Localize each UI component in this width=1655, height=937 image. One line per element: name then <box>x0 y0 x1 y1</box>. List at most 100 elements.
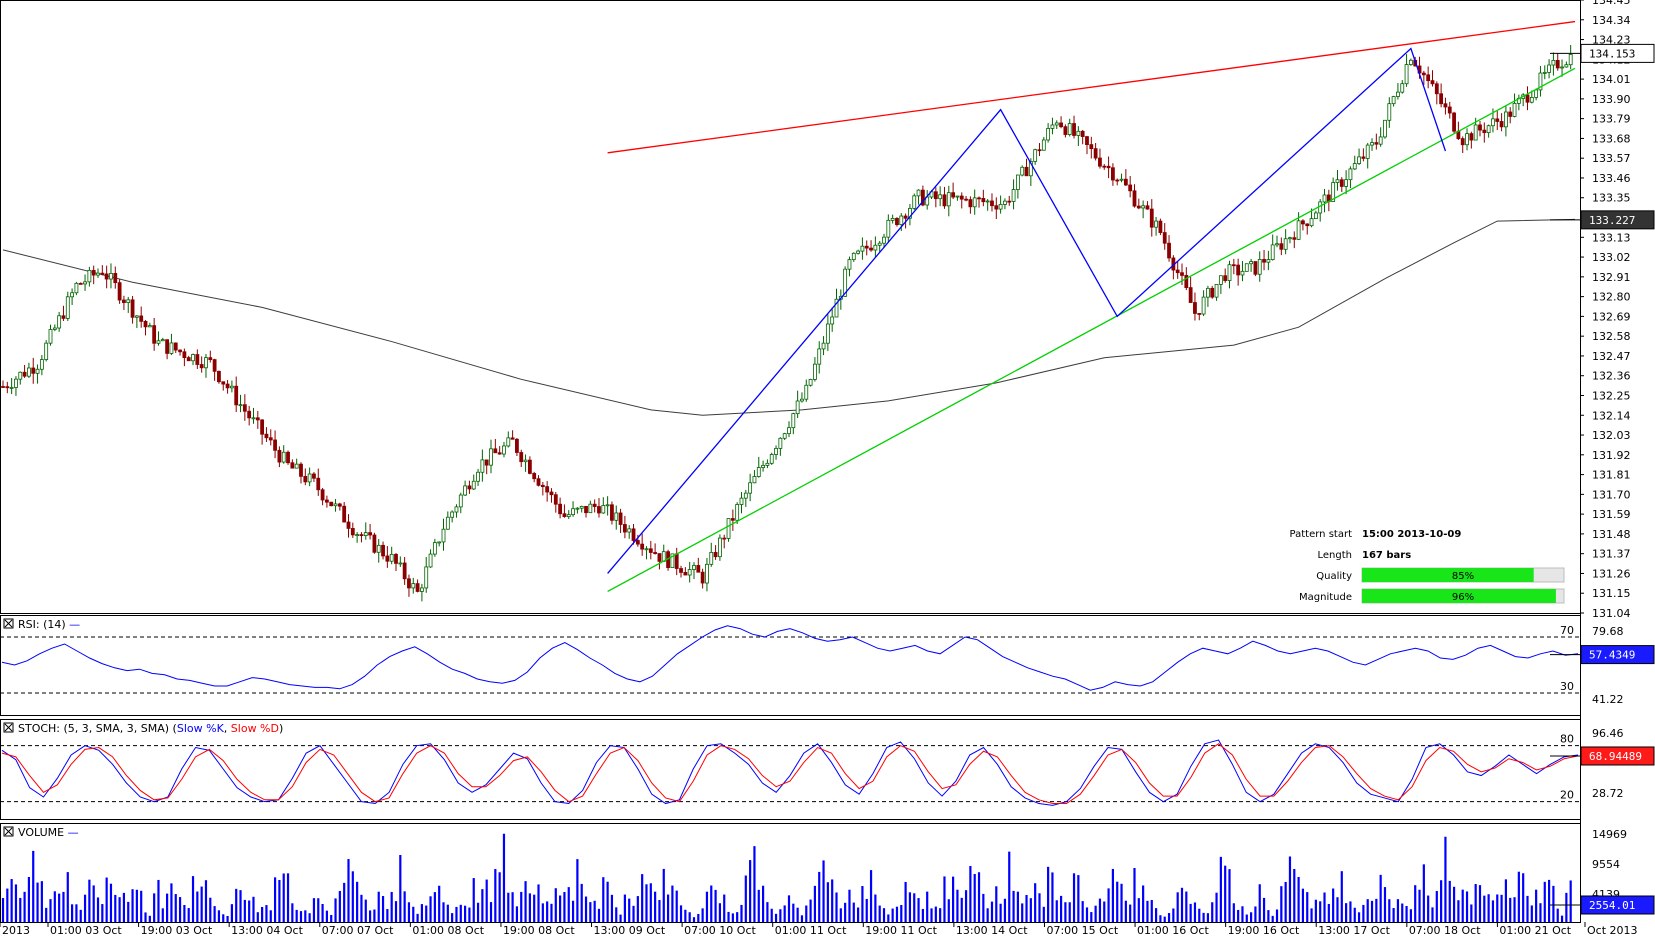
candle <box>273 430 277 459</box>
candle-body <box>484 459 489 466</box>
candle <box>1452 111 1456 134</box>
candle <box>1145 201 1150 210</box>
panel-title-part: STOCH: (5, 3, SMA, 3, SMA) ( <box>18 722 177 735</box>
candle-body <box>700 571 705 584</box>
candle-body <box>1434 83 1439 95</box>
time-tick-label: 19:00 03 Oct <box>141 924 213 937</box>
time-tick-label: 07:00 15 Oct <box>1046 924 1118 937</box>
candle-body <box>389 553 394 562</box>
candle-body <box>657 553 662 562</box>
rsi-value-badge-text: 57.4349 <box>1589 649 1635 662</box>
candle <box>679 565 683 578</box>
candle <box>1344 170 1349 195</box>
price-tick-label: 131.26 <box>1592 567 1631 580</box>
candle <box>251 407 256 424</box>
pattern-info-box: Pattern start 15:00 2013-10-09 Length 16… <box>1290 529 1565 604</box>
candle <box>683 567 688 576</box>
candle-body <box>1508 111 1513 117</box>
candle-body <box>545 486 550 493</box>
candle-body <box>674 553 679 569</box>
candle-body <box>337 503 342 507</box>
time-tick-label: 01:00 16 Oct <box>1137 924 1209 937</box>
time-tick-label: 13:00 04 Oct <box>231 924 303 937</box>
candle <box>212 358 217 381</box>
candle-body <box>1015 174 1020 190</box>
candle <box>445 511 450 530</box>
candle <box>1542 65 1547 80</box>
candle <box>959 192 964 209</box>
price-tick-label: 134.01 <box>1592 73 1631 86</box>
candle <box>523 454 528 472</box>
candle <box>705 558 709 592</box>
candle-body <box>592 503 597 507</box>
candle <box>851 252 856 262</box>
candle-body <box>415 583 420 592</box>
candle-body <box>536 478 541 486</box>
candle <box>221 381 226 391</box>
candle-body <box>264 433 269 439</box>
candle-body <box>653 552 658 554</box>
candle-body <box>130 299 135 318</box>
candle-body <box>368 532 372 536</box>
candle <box>718 534 722 561</box>
price-tick-label: 134.34 <box>1592 14 1631 27</box>
candle <box>27 362 31 379</box>
candle <box>877 241 882 252</box>
price-tick-label: 132.58 <box>1592 330 1631 343</box>
candle-body <box>1305 223 1310 227</box>
candle-body <box>169 342 174 354</box>
candle <box>1257 251 1262 282</box>
candle <box>199 356 204 373</box>
stochastic-panel: 80 20 STOCH: (5, 3, SMA, 3, SMA) (Slow %K,… <box>0 722 1655 806</box>
candle-body <box>1318 201 1323 214</box>
candle <box>299 462 303 484</box>
candle-body <box>1547 64 1551 73</box>
candle <box>147 322 152 328</box>
candle <box>951 182 956 200</box>
pattern-zigzag-line <box>607 47 1447 574</box>
candle <box>152 317 157 351</box>
candle-body <box>376 544 381 553</box>
candle-body <box>424 566 429 589</box>
candle <box>1240 261 1245 282</box>
candle <box>1270 234 1275 261</box>
candle-body <box>575 507 580 510</box>
candle-body <box>268 437 273 441</box>
rsi-line <box>1 625 1579 691</box>
candle-body <box>726 518 731 539</box>
candle-body <box>631 528 636 541</box>
candle-body <box>1020 166 1025 176</box>
candle-body <box>1054 122 1059 126</box>
candle <box>1111 163 1115 186</box>
candle-body <box>402 562 407 580</box>
candle <box>1197 313 1202 321</box>
candle <box>791 412 796 435</box>
pattern-lines <box>607 20 1576 592</box>
candle-body <box>795 400 800 415</box>
candle <box>1275 235 1279 248</box>
candle <box>1076 126 1081 147</box>
candle <box>653 543 658 555</box>
candle-body <box>1322 194 1327 203</box>
candle-body <box>920 189 925 206</box>
candle <box>722 534 727 549</box>
candle <box>329 501 334 507</box>
candle-body <box>420 587 424 592</box>
candle-body <box>178 349 182 353</box>
candle <box>769 452 774 465</box>
candle <box>1564 61 1569 68</box>
candle-body <box>1007 200 1012 203</box>
candle-body <box>1102 165 1107 168</box>
candle <box>735 502 740 524</box>
candle <box>286 450 290 465</box>
candle <box>1478 120 1482 137</box>
candle-body <box>493 448 498 454</box>
candle <box>359 532 364 543</box>
candle-body <box>458 494 463 508</box>
candle-body <box>1357 156 1361 164</box>
stoch-d-line <box>1 743 1579 805</box>
candle <box>1158 218 1163 235</box>
candle <box>1396 83 1400 100</box>
candle-body <box>765 462 770 466</box>
candle <box>225 380 230 394</box>
